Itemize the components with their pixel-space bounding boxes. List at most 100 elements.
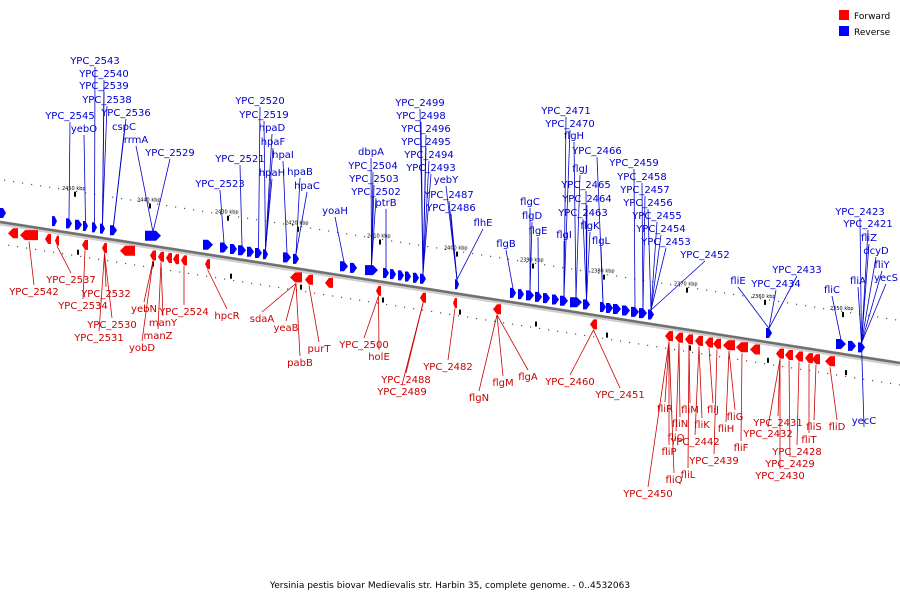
tick-mark bbox=[300, 284, 302, 290]
forward-gene-arrow bbox=[82, 239, 88, 250]
reverse-gene-arrow bbox=[543, 293, 550, 304]
strand-dot bbox=[656, 346, 658, 348]
forward-gene-label: YPC_2430 bbox=[754, 471, 805, 482]
label-leader-line bbox=[104, 253, 113, 319]
reverse-gene-label: YPC_2458 bbox=[616, 172, 667, 183]
label-leader-line bbox=[239, 164, 243, 246]
label-leader-line bbox=[265, 178, 273, 250]
forward-gene-label: fliD bbox=[829, 422, 846, 433]
strand-dot bbox=[598, 272, 600, 274]
forward-gene-arrow bbox=[173, 254, 179, 265]
strand-dot bbox=[467, 316, 469, 318]
reverse-gene-label: hpaC bbox=[294, 181, 320, 192]
label-leader-line bbox=[422, 160, 430, 275]
forward-gene-label: YPC_2488 bbox=[380, 375, 431, 386]
reverse-gene-arrow bbox=[560, 295, 568, 306]
strand-dot bbox=[89, 257, 91, 259]
strand-dot bbox=[724, 292, 726, 294]
strand-dot bbox=[229, 214, 231, 217]
label-leader-line bbox=[496, 314, 529, 371]
label-leader-line bbox=[282, 160, 288, 253]
forward-gene-arrow bbox=[305, 274, 313, 285]
tick-mark bbox=[77, 249, 79, 255]
reverse-gene-label: YPC_2457 bbox=[619, 185, 670, 196]
forward-gene-label: fliK bbox=[694, 420, 710, 431]
reverse-gene-arrow bbox=[398, 270, 404, 281]
label-leader-line bbox=[422, 147, 427, 275]
label-leader-line bbox=[647, 208, 652, 311]
strand-dot bbox=[692, 351, 694, 353]
reverse-gene-label: flgL bbox=[592, 236, 611, 247]
strand-dot bbox=[247, 217, 249, 219]
forward-gene-arrow bbox=[590, 319, 597, 330]
tick-mark bbox=[152, 261, 154, 267]
forward-gene-label: YPC_2500 bbox=[338, 340, 389, 351]
strand-dot bbox=[719, 356, 721, 358]
strand-dot bbox=[881, 381, 883, 383]
reverse-gene-arrow bbox=[0, 208, 6, 218]
forward-gene-label: YPC_2531 bbox=[73, 333, 124, 344]
forward-gene-arrow bbox=[55, 235, 59, 246]
strand-dot bbox=[242, 281, 244, 283]
label-leader-line bbox=[678, 343, 681, 418]
strand-dot bbox=[184, 207, 186, 210]
strand-dot bbox=[382, 238, 384, 241]
reverse-gene-label: YPC_2538 bbox=[81, 95, 132, 106]
forward-gene-arrow bbox=[675, 332, 683, 343]
strand-dot bbox=[481, 254, 483, 256]
strand-dot bbox=[179, 271, 181, 273]
tick-mark bbox=[689, 345, 691, 351]
strand-dot bbox=[409, 243, 411, 245]
strand-dot bbox=[274, 221, 276, 224]
reverse-gene-arrow bbox=[518, 289, 524, 300]
tick-label: 2350 kbp bbox=[830, 306, 854, 312]
strand-dot bbox=[629, 341, 631, 344]
strand-dot bbox=[742, 295, 744, 297]
reverse-gene-arrow bbox=[848, 340, 856, 351]
reverse-gene-arrow bbox=[631, 306, 639, 317]
strand-dot bbox=[769, 299, 771, 301]
tick-mark bbox=[74, 191, 76, 197]
forward-gene-label: YPC_2429 bbox=[764, 459, 815, 470]
strand-dot bbox=[683, 350, 685, 352]
tick-mark bbox=[227, 215, 229, 221]
strand-dot bbox=[832, 309, 834, 311]
forward-gene-label: YPC_2537 bbox=[45, 275, 96, 286]
forward-gene-arrow bbox=[420, 292, 426, 303]
label-leader-line bbox=[371, 197, 377, 267]
strand-dot bbox=[301, 226, 303, 228]
label-leader-line bbox=[563, 129, 571, 297]
label-leader-line bbox=[537, 236, 539, 293]
strand-dot bbox=[400, 241, 402, 243]
strand-dot bbox=[544, 264, 546, 266]
reverse-gene-arrow bbox=[238, 245, 246, 256]
label-leader-line bbox=[642, 195, 646, 309]
reverse-gene-label: YPC_2487 bbox=[423, 190, 474, 201]
forward-gene-label: fliR bbox=[657, 404, 673, 415]
forward-gene-arrow bbox=[205, 259, 210, 270]
label-leader-line bbox=[740, 353, 743, 442]
label-leader-line bbox=[83, 134, 86, 222]
reverse-gene-arrow bbox=[600, 302, 606, 312]
reverse-gene-label: fliY bbox=[874, 260, 890, 271]
strand-dot bbox=[44, 250, 46, 252]
tick-mark bbox=[456, 251, 458, 257]
forward-gene-arrow bbox=[120, 245, 135, 256]
label-leader-line bbox=[422, 173, 432, 275]
strand-dot bbox=[287, 288, 289, 290]
reverse-gene-label: YPC_2519 bbox=[238, 110, 289, 121]
reverse-gene-label: YPC_2459 bbox=[608, 158, 659, 169]
strand-dot bbox=[701, 353, 703, 355]
strand-dot bbox=[40, 185, 42, 187]
tick-mark bbox=[845, 370, 847, 376]
strand-dot bbox=[31, 183, 33, 186]
strand-dot bbox=[494, 320, 496, 322]
reverse-gene-arrow bbox=[552, 294, 559, 305]
label-leader-line bbox=[633, 168, 636, 308]
strand-dot bbox=[872, 379, 874, 382]
label-leader-line bbox=[261, 283, 297, 313]
forward-gene-label: fliH bbox=[718, 424, 735, 435]
forward-gene-label: YPC_2534 bbox=[57, 301, 108, 312]
strand-dot bbox=[800, 368, 802, 370]
reverse-gene-arrow bbox=[100, 223, 105, 234]
